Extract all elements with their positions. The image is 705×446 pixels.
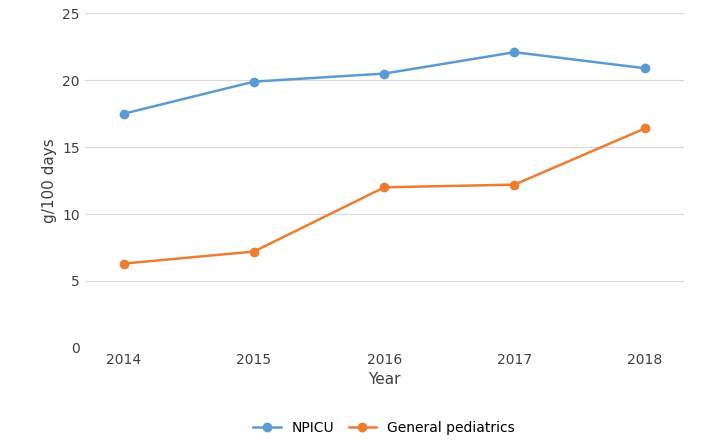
General pediatrics <box>641 126 649 131</box>
NPICU <box>380 71 388 76</box>
Legend: NPICU, General pediatrics: NPICU, General pediatrics <box>247 415 521 440</box>
Y-axis label: g/100 days: g/100 days <box>42 138 56 223</box>
General pediatrics <box>250 249 258 254</box>
X-axis label: Year: Year <box>368 372 400 387</box>
General pediatrics <box>119 261 128 266</box>
NPICU <box>119 111 128 116</box>
NPICU <box>510 50 519 55</box>
General pediatrics <box>380 185 388 190</box>
Line: General pediatrics: General pediatrics <box>120 124 649 268</box>
Line: NPICU: NPICU <box>120 48 649 118</box>
NPICU <box>641 66 649 71</box>
General pediatrics <box>510 182 519 187</box>
NPICU <box>250 79 258 84</box>
